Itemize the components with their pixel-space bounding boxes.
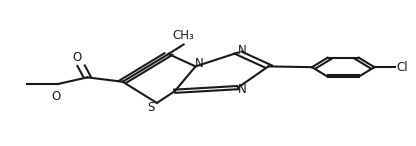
- Text: CH₃: CH₃: [173, 29, 194, 42]
- Text: S: S: [147, 101, 154, 114]
- Text: N: N: [195, 57, 204, 70]
- Text: N: N: [238, 83, 247, 96]
- Text: N: N: [238, 44, 247, 57]
- Text: O: O: [52, 90, 61, 103]
- Text: O: O: [72, 51, 82, 64]
- Text: Cl: Cl: [396, 61, 408, 74]
